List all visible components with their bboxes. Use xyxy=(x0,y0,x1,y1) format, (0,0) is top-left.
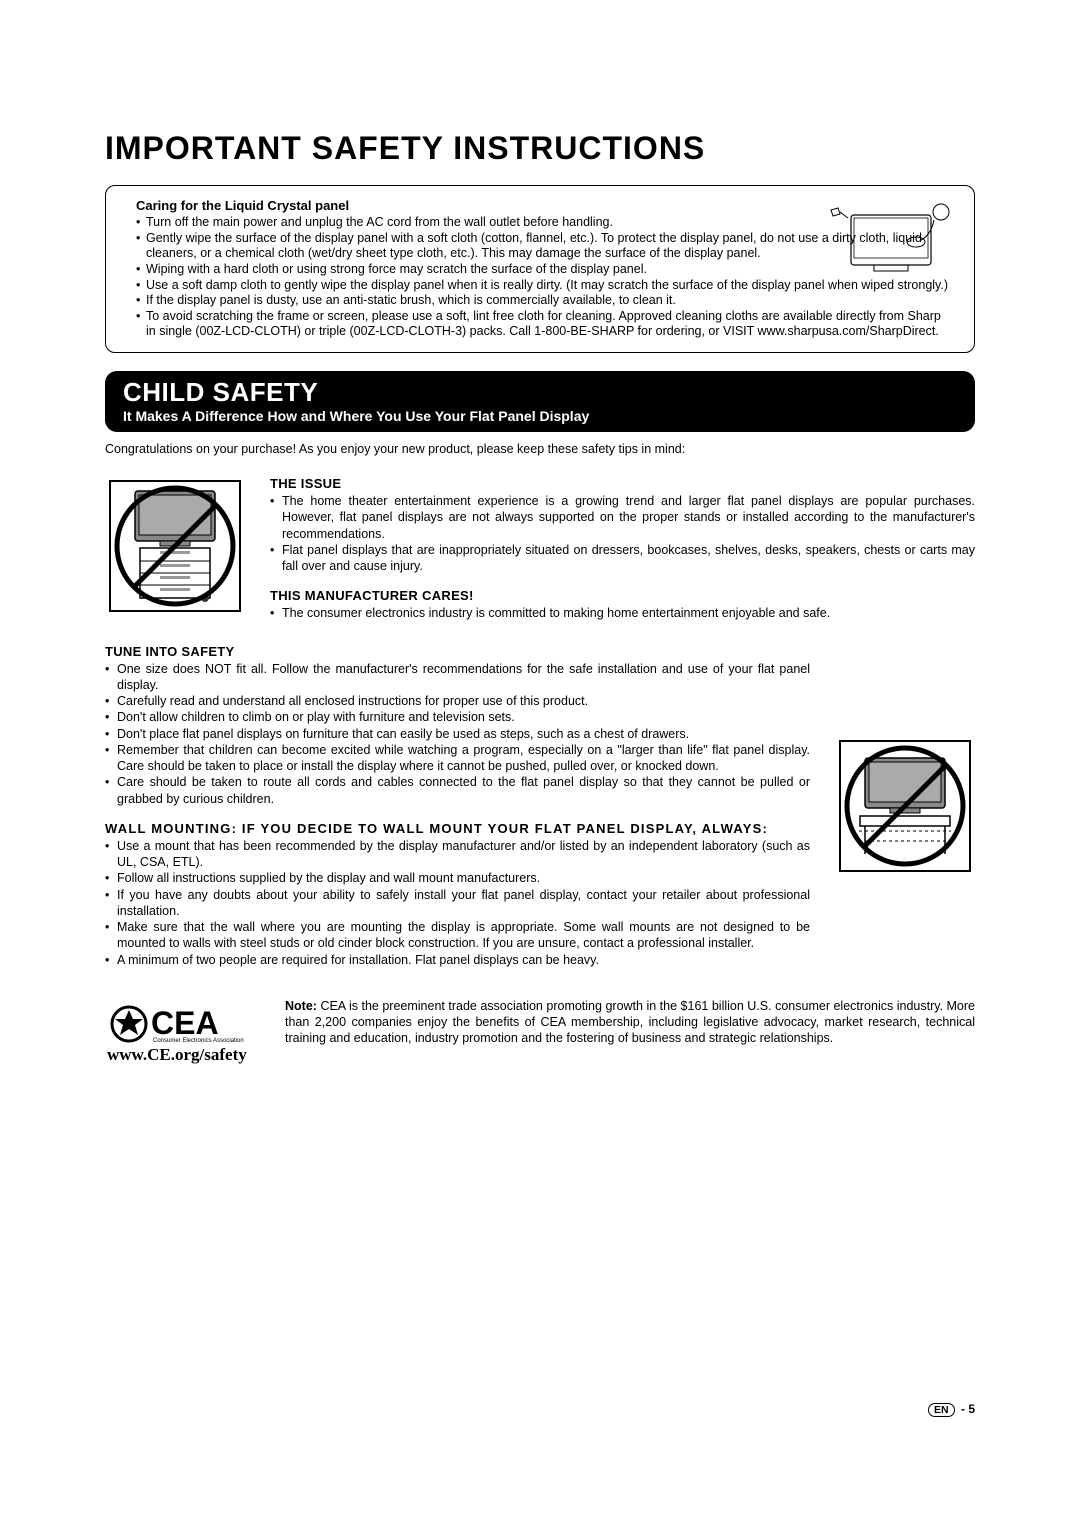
list-item: Don't place flat panel displays on furni… xyxy=(105,726,810,742)
tune-heading: TUNE INTO SAFETY xyxy=(105,644,810,659)
cares-heading: THIS MANUFACTURER CARES! xyxy=(270,588,975,603)
list-item: If you have any doubts about your abilit… xyxy=(105,887,810,920)
page-sep: - xyxy=(958,1402,969,1416)
cea-section: CEA Consumer Electronics Association www… xyxy=(105,998,975,1073)
care-box: Caring for the Liquid Crystal panel Turn… xyxy=(105,185,975,353)
list-item: Flat panel displays that are inappropria… xyxy=(270,542,975,575)
note-label: Note: xyxy=(285,999,317,1013)
cea-note: Note: CEA is the preeminent trade associ… xyxy=(285,998,975,1047)
list-item: Carefully read and understand all enclos… xyxy=(105,693,810,709)
issue-list: The home theater entertainment experienc… xyxy=(270,493,975,574)
wall-list: Use a mount that has been recommended by… xyxy=(105,838,810,968)
list-item: Use a mount that has been recommended by… xyxy=(105,838,810,871)
child-safety-banner: CHILD SAFETY It Makes A Difference How a… xyxy=(105,371,975,432)
tune-list: One size does NOT fit all. Follow the ma… xyxy=(105,661,810,807)
lang-badge: EN xyxy=(928,1403,955,1417)
page-footer: EN - 5 xyxy=(928,1402,975,1417)
tv-on-dresser-prohibit-icon xyxy=(105,476,245,616)
note-text: CEA is the preeminent trade association … xyxy=(285,999,975,1046)
list-item: Care should be taken to route all cords … xyxy=(105,774,810,807)
issue-heading: THE ISSUE xyxy=(270,476,975,491)
care-item: To avoid scratching the frame or screen,… xyxy=(136,309,954,340)
svg-text:Consumer Electronics Associati: Consumer Electronics Association xyxy=(153,1038,244,1044)
care-item: If the display panel is dusty, use an an… xyxy=(136,293,954,309)
cares-list: The consumer electronics industry is com… xyxy=(270,605,975,621)
care-item: Use a soft damp cloth to gently wipe the… xyxy=(136,278,954,294)
list-item: The home theater entertainment experienc… xyxy=(270,493,975,542)
list-item: Follow all instructions supplied by the … xyxy=(105,870,810,886)
tune-section: TUNE INTO SAFETY One size does NOT fit a… xyxy=(105,644,975,968)
cea-logo: CEA Consumer Electronics Association www… xyxy=(105,998,260,1073)
page-title: IMPORTANT SAFETY INSTRUCTIONS xyxy=(105,130,975,167)
list-item: Remember that children can become excite… xyxy=(105,742,810,775)
list-item: A minimum of two people are required for… xyxy=(105,952,810,968)
tv-on-table-prohibit-icon xyxy=(835,736,975,876)
child-safety-title: CHILD SAFETY xyxy=(123,377,957,408)
cleaning-illustration-icon xyxy=(826,200,956,278)
list-item: The consumer electronics industry is com… xyxy=(270,605,975,621)
svg-text:www.CE.org/safety: www.CE.org/safety xyxy=(107,1045,247,1064)
child-safety-subtitle: It Makes A Difference How and Where You … xyxy=(123,408,957,424)
wall-heading: WALL MOUNTING: IF YOU DECIDE TO WALL MOU… xyxy=(105,821,810,836)
svg-text:CEA: CEA xyxy=(151,1005,219,1041)
list-item: One size does NOT fit all. Follow the ma… xyxy=(105,661,810,694)
list-item: Make sure that the wall where you are mo… xyxy=(105,919,810,952)
congrats-text: Congratulations on your purchase! As you… xyxy=(105,442,975,456)
issue-section: THE ISSUE The home theater entertainment… xyxy=(105,476,975,622)
list-item: Don't allow children to climb on or play… xyxy=(105,709,810,725)
page-number: 5 xyxy=(968,1402,975,1416)
